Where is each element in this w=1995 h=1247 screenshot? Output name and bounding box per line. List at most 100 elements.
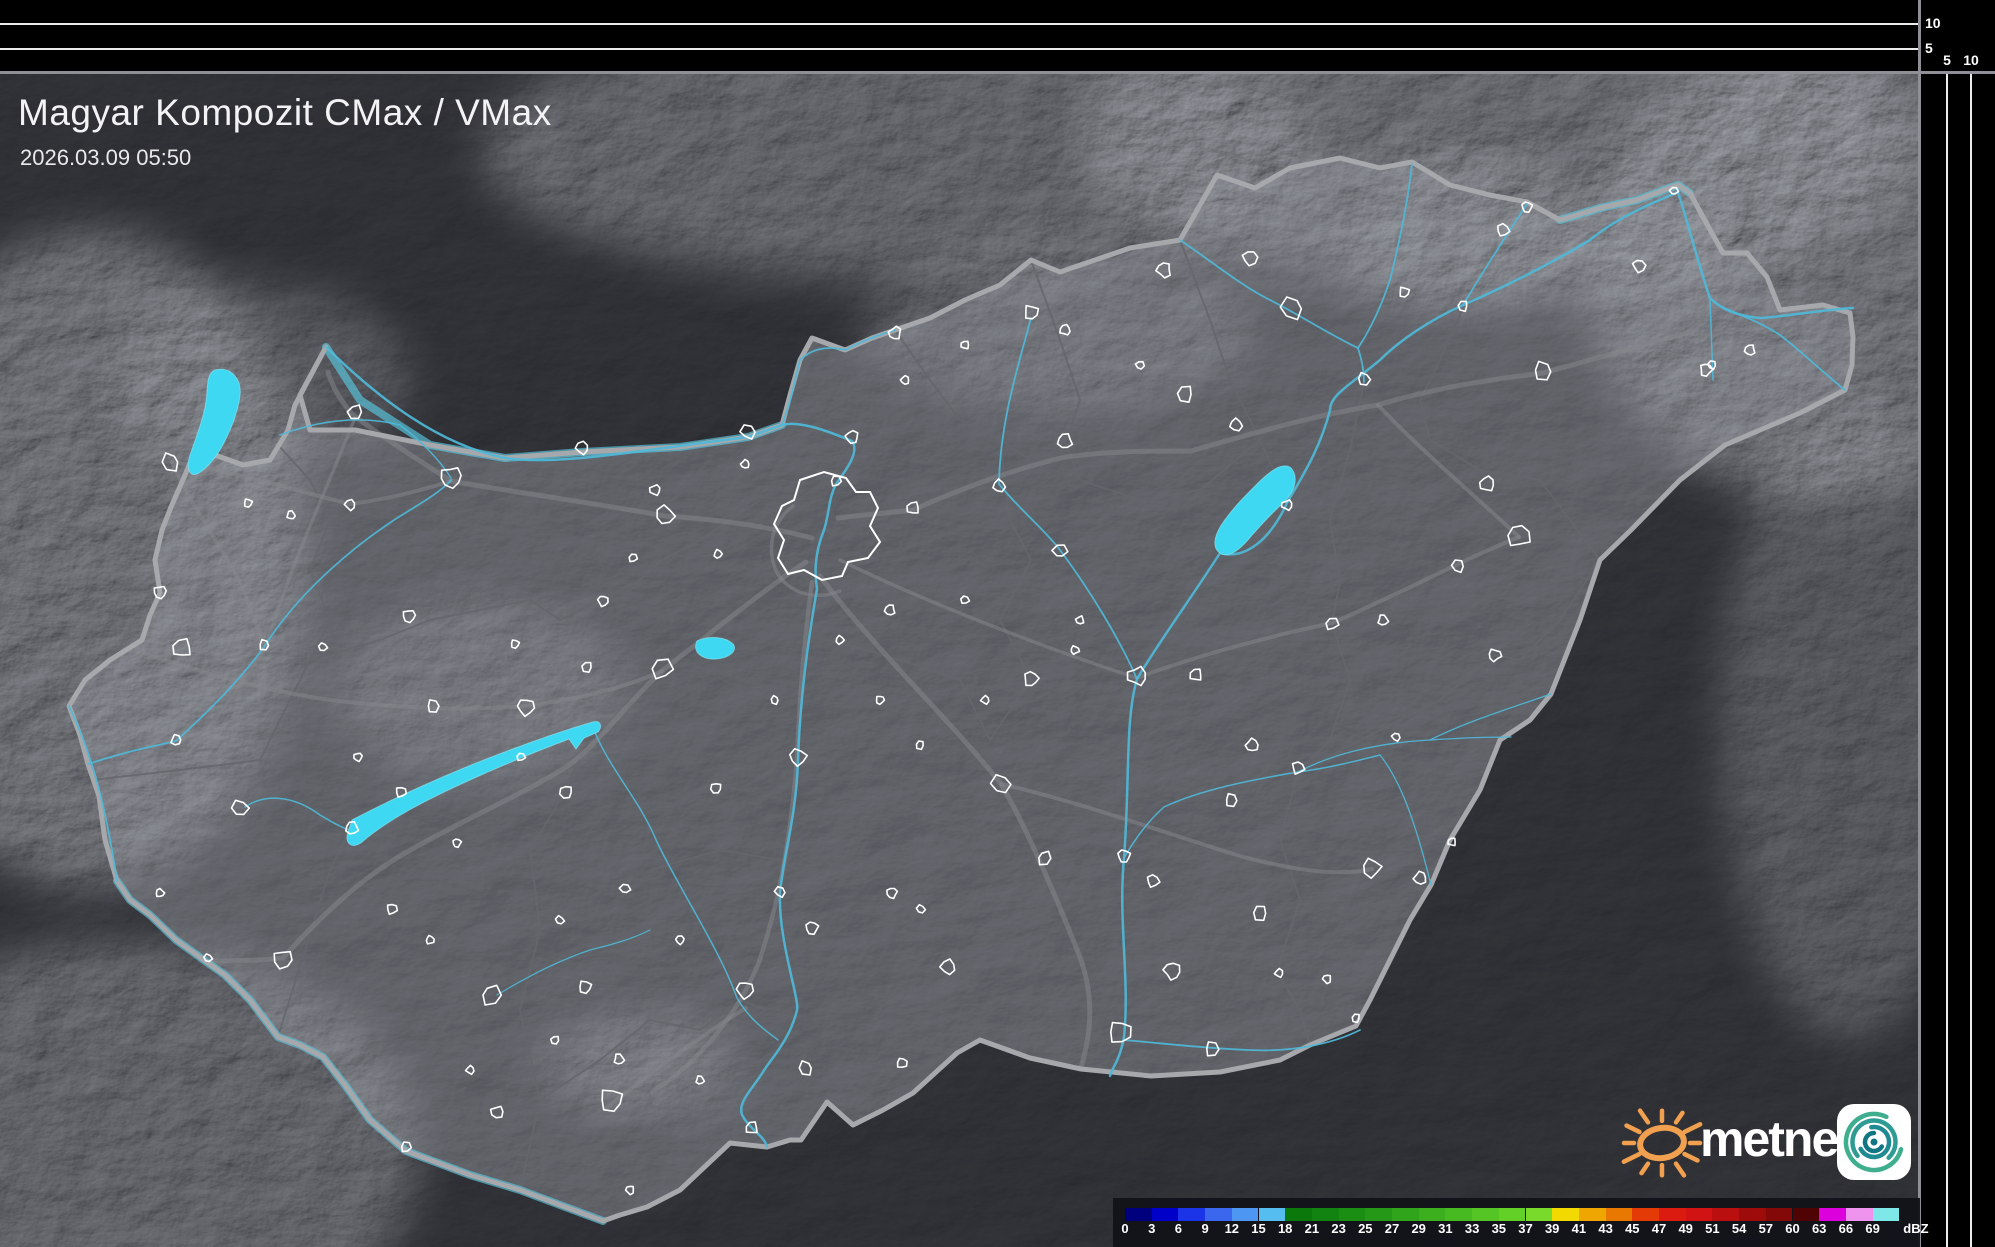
city-outline: [230, 799, 251, 816]
city-outline: [425, 934, 435, 945]
road-line: [182, 416, 357, 760]
city-outline: [989, 773, 1012, 794]
river-line: [1123, 754, 1381, 859]
river-line: [279, 419, 452, 479]
city-outline: [1507, 524, 1531, 547]
county-border-line: [1297, 559, 1601, 773]
city-outline: [835, 634, 846, 646]
city-outline: [960, 340, 970, 350]
city-outline: [1070, 644, 1081, 656]
city-outlines: [153, 186, 1756, 1196]
legend-color-block: [1151, 1208, 1179, 1221]
city-outline: [1325, 617, 1340, 631]
top-panel-km-label: 5: [1925, 40, 1933, 56]
legend-color-block: [1739, 1208, 1766, 1221]
legend-tick-label: 31: [1438, 1221, 1453, 1236]
city-outline: [464, 1064, 475, 1076]
budapest-outline: [772, 470, 882, 582]
city-outline: [735, 982, 755, 1001]
city-outline: [709, 782, 722, 794]
city-outline: [1110, 1021, 1132, 1043]
spiral-arc: [1850, 1118, 1898, 1166]
city-outline: [1743, 344, 1756, 356]
city-outline: [695, 1075, 706, 1085]
legend-tick-label: 21: [1304, 1221, 1320, 1236]
city-outline: [581, 661, 592, 674]
city-outline: [1291, 761, 1306, 775]
page-title: Magyar Kompozit CMax / VMax: [18, 92, 552, 133]
city-outline: [899, 374, 910, 386]
river-line: [1179, 239, 1365, 383]
city-outline: [1273, 967, 1284, 979]
height-gridline: [0, 48, 1918, 50]
legend-tick-label: 54: [1731, 1221, 1747, 1236]
city-outline: [155, 887, 166, 898]
river-line: [1379, 754, 1432, 886]
timestamp: 2026.03.09 05:50: [20, 145, 192, 170]
legend-color-block: [1819, 1208, 1846, 1221]
river-line: [324, 345, 856, 1149]
sun-ray: [1639, 1161, 1651, 1176]
city-outline: [153, 585, 167, 600]
city-outline: [343, 498, 356, 512]
outside-country-shade: [0, 72, 1919, 1247]
city-outline: [601, 1089, 624, 1112]
relief-patch: [540, 1010, 740, 1120]
city-outline: [427, 699, 440, 713]
city-outline: [915, 903, 927, 914]
country-border: [66, 155, 1856, 1224]
city-outline: [558, 785, 572, 799]
legend-color-block: [1659, 1208, 1686, 1221]
lake-balaton: [346, 721, 601, 846]
city-outline: [1038, 850, 1052, 866]
legend-color-block: [1498, 1208, 1526, 1221]
city-outline: [1631, 259, 1647, 274]
city-outline: [979, 694, 990, 706]
legend-color-block: [1365, 1208, 1392, 1221]
city-outline: [1534, 360, 1552, 381]
city-outline: [1357, 371, 1372, 386]
city-outline: [656, 504, 677, 525]
city-outline: [1450, 559, 1464, 574]
river-line: [1357, 163, 1413, 349]
map-right-separator: [1918, 0, 1921, 1247]
city-outline: [1351, 1013, 1360, 1024]
city-outline: [1074, 614, 1085, 625]
city-outline: [172, 637, 191, 656]
lakes: [187, 368, 1296, 846]
city-outline: [1146, 873, 1161, 889]
city-outline: [648, 483, 661, 497]
county-borders: [91, 239, 1601, 1191]
legend-tick-label: 51: [1705, 1221, 1720, 1236]
relief-patch: [1720, 400, 1919, 1040]
legend-unit-label: dBZ: [1903, 1221, 1929, 1236]
legend-tick-label: 35: [1491, 1221, 1507, 1236]
city-outline: [353, 752, 364, 763]
sun-icon: [1621, 1108, 1703, 1178]
city-outline: [1478, 475, 1495, 492]
city-outline: [788, 747, 809, 768]
county-border-line: [91, 659, 311, 781]
height-gridline: [0, 23, 1918, 25]
city-outline: [1117, 849, 1132, 863]
city-outline: [713, 548, 724, 560]
city-outline: [959, 595, 971, 605]
city-outline: [906, 501, 919, 514]
city-outline: [344, 820, 360, 835]
road-line: [835, 329, 1695, 521]
city-outline: [896, 1057, 908, 1068]
city-outline: [1497, 222, 1511, 237]
legend-color-block: [1231, 1208, 1259, 1221]
river-line: [781, 329, 896, 426]
city-outline: [452, 838, 463, 849]
city-outline: [516, 699, 536, 718]
county-border-line: [539, 999, 768, 1101]
city-outline: [1399, 286, 1411, 298]
county-border-line: [649, 849, 799, 871]
city-outline: [1279, 296, 1303, 321]
road-line: [170, 460, 266, 646]
city-outline: [1229, 417, 1244, 432]
city-outline: [203, 953, 214, 963]
top-panel-km-label: 10: [1925, 15, 1941, 31]
